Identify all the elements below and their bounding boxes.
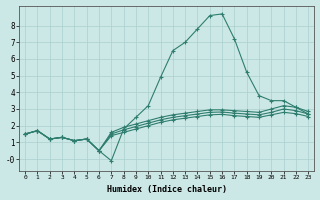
X-axis label: Humidex (Indice chaleur): Humidex (Indice chaleur) — [107, 185, 227, 194]
